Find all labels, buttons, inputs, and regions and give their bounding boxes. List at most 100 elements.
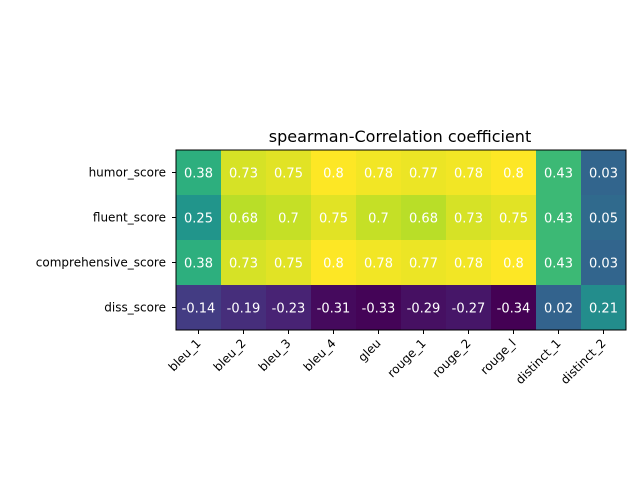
heatmap-cell — [581, 195, 626, 240]
cell-value-label: -0.23 — [272, 302, 306, 317]
x-tick-label: bleu_3 — [256, 336, 294, 374]
heatmap-cell — [356, 240, 401, 285]
heatmap-cell — [536, 285, 581, 330]
heatmap-cell-labels: 0.38 0.73 0.75 0.8 0.78 0.77 0.78 0.8 0.43 0.03 0.… — [182, 167, 618, 317]
cell-value-label: -0.34 — [497, 302, 531, 317]
cell-value-label: 0.43 — [544, 212, 573, 227]
cell-value-label: 0.75 — [274, 257, 303, 272]
cell-value-label: 0.78 — [454, 257, 483, 272]
cell-value-label: 0.77 — [409, 257, 438, 272]
cell-value-label: 0.43 — [544, 167, 573, 182]
cell-value-label: 0.25 — [184, 212, 213, 227]
cell-value-label: -0.27 — [452, 302, 486, 317]
cell-value-label: -0.33 — [362, 302, 396, 317]
cell-value-label: 0.75 — [319, 212, 348, 227]
cell-value-label: -0.14 — [182, 302, 216, 317]
y-tick-label: fluent_score — [93, 211, 166, 225]
heatmap-cell — [401, 240, 446, 285]
cell-value-label: 0.03 — [589, 257, 618, 272]
heatmap-cell — [311, 195, 356, 240]
x-tick-label: bleu_1 — [166, 336, 204, 374]
cell-value-label: 0.05 — [589, 212, 618, 227]
heatmap-cell — [401, 285, 446, 330]
cell-value-label: -0.19 — [227, 302, 261, 317]
cell-value-label: 0.73 — [229, 167, 258, 182]
x-tick-label: gleu — [355, 336, 383, 364]
heatmap-cell — [221, 240, 266, 285]
heatmap-cell — [491, 150, 536, 195]
x-tick-label: distinct_1 — [513, 336, 564, 387]
x-tick-label: bleu_2 — [211, 336, 249, 374]
heatmap-cell — [311, 150, 356, 195]
x-tick-label: bleu_4 — [301, 336, 339, 374]
x-tick-label: rouge_1 — [385, 336, 429, 380]
heatmap-cell — [176, 195, 221, 240]
heatmap-cell — [446, 240, 491, 285]
heatmap-cell — [581, 240, 626, 285]
heatmap-cells — [176, 150, 626, 330]
cell-value-label: -0.29 — [407, 302, 441, 317]
heatmap-cell — [491, 195, 536, 240]
heatmap-cell — [356, 150, 401, 195]
x-tick-label: distinct_2 — [558, 336, 609, 387]
heatmap-cell — [491, 285, 536, 330]
heatmap-cell — [311, 285, 356, 330]
cell-value-label: 0.38 — [184, 257, 213, 272]
y-tick-label: diss_score — [104, 301, 166, 315]
heatmap-cell — [491, 240, 536, 285]
heatmap-cell — [221, 285, 266, 330]
cell-value-label: 0.73 — [454, 212, 483, 227]
heatmap-cell — [581, 285, 626, 330]
cell-value-label: 0.78 — [454, 167, 483, 182]
heatmap-cell — [356, 285, 401, 330]
heatmap-cell — [401, 150, 446, 195]
heatmap-cell — [581, 150, 626, 195]
x-tick-label: rouge_l — [478, 336, 519, 377]
x-tick-label: rouge_2 — [430, 336, 474, 380]
heatmap-cell — [536, 195, 581, 240]
heatmap-cell — [221, 150, 266, 195]
cell-value-label: -0.31 — [317, 302, 351, 317]
x-axis: bleu_1 bleu_2 bleu_3 bleu_4 gleu rouge_1 rouge… — [166, 330, 609, 387]
y-tick-label: comprehensive_score — [36, 256, 166, 270]
cell-value-label: 0.21 — [589, 302, 618, 317]
heatmap-cell — [356, 195, 401, 240]
heatmap-cell — [446, 195, 491, 240]
heatmap-cell — [266, 150, 311, 195]
cell-value-label: 0.8 — [503, 257, 524, 272]
chart-title: spearman-Correlation coefficient — [269, 127, 531, 146]
cell-value-label: 0.78 — [364, 257, 393, 272]
cell-value-label: 0.7 — [368, 212, 389, 227]
cell-value-label: 0.38 — [184, 167, 213, 182]
cell-value-label: 0.75 — [274, 167, 303, 182]
heatmap-cell — [176, 285, 221, 330]
cell-value-label: 0.8 — [323, 167, 344, 182]
heatmap-cell — [266, 240, 311, 285]
cell-value-label: 0.77 — [409, 167, 438, 182]
cell-value-label: 0.03 — [589, 167, 618, 182]
heatmap-cell — [221, 195, 266, 240]
heatmap-cell — [536, 150, 581, 195]
heatmap-cell — [536, 240, 581, 285]
heatmap-cell — [446, 285, 491, 330]
heatmap-cell — [266, 195, 311, 240]
cell-value-label: 0.68 — [409, 212, 438, 227]
cell-value-label: 0.02 — [544, 302, 573, 317]
cell-value-label: 0.73 — [229, 257, 258, 272]
cell-value-label: 0.75 — [499, 212, 528, 227]
heatmap-cell — [176, 150, 221, 195]
heatmap-cell — [401, 195, 446, 240]
heatmap-cell — [446, 150, 491, 195]
cell-value-label: 0.43 — [544, 257, 573, 272]
cell-value-label: 0.78 — [364, 167, 393, 182]
plot-frame — [175, 149, 627, 331]
cell-value-label: 0.8 — [323, 257, 344, 272]
heatmap-cell — [311, 240, 356, 285]
heatmap-cell — [176, 240, 221, 285]
y-tick-label: humor_score — [89, 166, 166, 180]
y-axis: humor_score fluent_score comprehensive_sco… — [36, 166, 176, 315]
cell-value-label: 0.8 — [503, 167, 524, 182]
cell-value-label: 0.68 — [229, 212, 258, 227]
heatmap-cell — [266, 285, 311, 330]
